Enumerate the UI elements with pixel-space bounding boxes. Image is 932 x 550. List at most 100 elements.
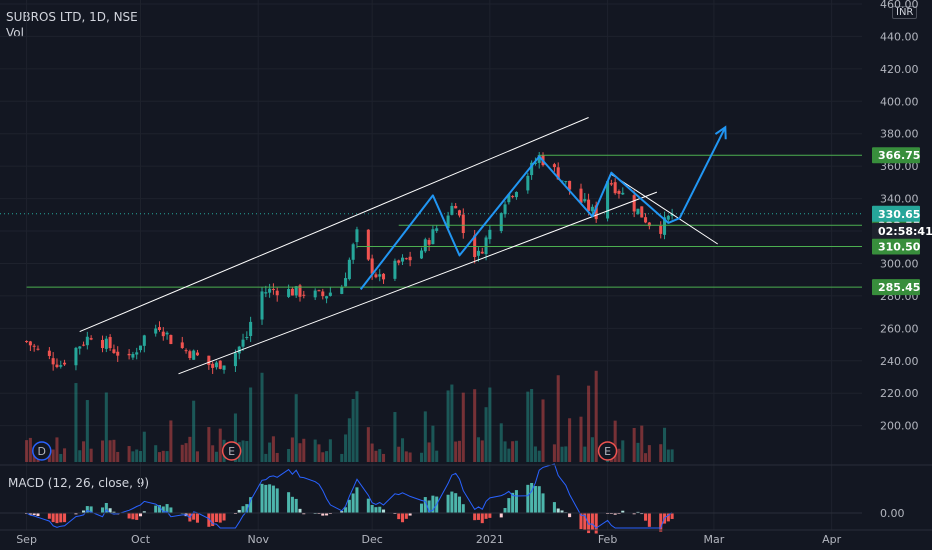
candle-body: [233, 353, 237, 367]
macd-histogram-bar: [157, 505, 162, 513]
macd-histogram-bar: [499, 513, 503, 518]
level-price-tag-bg: [872, 279, 920, 296]
candle-body: [51, 358, 55, 365]
volume-bar: [663, 427, 667, 462]
macd-histogram-bar: [431, 495, 435, 513]
macd-histogram-bar: [484, 513, 488, 519]
volume-bar: [218, 428, 222, 462]
macd-histogram-bar: [63, 513, 67, 523]
current-price-tag: 330.65: [878, 208, 920, 221]
candle-body: [526, 175, 530, 191]
macd-histogram-bar: [583, 513, 587, 530]
macd-histogram-bar: [556, 508, 560, 513]
volume-bar: [560, 446, 564, 462]
candle-body: [568, 180, 572, 190]
volume-bar: [366, 427, 370, 462]
macd-histogram-bar: [207, 513, 211, 527]
volume-bar: [138, 451, 143, 462]
volume-bar: [644, 453, 648, 462]
candle-body: [294, 286, 298, 296]
volume-bar: [264, 453, 268, 462]
volume-bar: [28, 437, 32, 462]
macd-histogram-bar: [138, 513, 143, 517]
candle-body: [366, 229, 370, 260]
candle-body: [659, 225, 663, 234]
macd-histogram-bar: [621, 510, 625, 513]
macd-histogram-bar: [560, 510, 564, 513]
candle-body: [636, 208, 640, 214]
volume-bar: [287, 448, 291, 462]
current-price-tag-bg: [872, 205, 920, 222]
macd-histogram-bar: [480, 513, 484, 524]
candle-body: [245, 337, 249, 339]
candle-body: [480, 251, 484, 254]
macd-histogram-bar: [51, 513, 55, 523]
volume-bar: [480, 440, 484, 462]
macd-histogram-bar: [533, 485, 537, 513]
volume-bar: [647, 445, 651, 462]
event-marker-label: E: [604, 445, 611, 458]
volume-bar: [427, 442, 431, 462]
volume-bar: [154, 445, 158, 462]
candle-body: [63, 362, 67, 365]
macd-histogram-bar: [640, 513, 644, 515]
candle-body: [647, 222, 651, 227]
volume-bar: [112, 439, 116, 462]
candle-body: [116, 351, 120, 356]
volume-bar: [401, 438, 405, 462]
macd-histogram-bar: [568, 513, 572, 518]
candle-body: [317, 290, 321, 292]
candle-body: [613, 182, 617, 194]
macd-histogram-bar: [32, 513, 36, 516]
macd-histogram-bar: [636, 511, 640, 513]
volume-bar: [579, 416, 583, 462]
candle-body: [397, 260, 401, 263]
candle-body: [351, 244, 355, 260]
macd-histogram-bar: [366, 498, 370, 513]
macd-histogram-bar: [195, 513, 199, 523]
macd-histogram-bar: [454, 493, 458, 513]
volume-bar: [556, 375, 560, 462]
volume-bar: [537, 450, 541, 462]
volume-bar: [214, 451, 218, 462]
candle-body: [499, 213, 503, 232]
macd-histogram-bar: [514, 490, 518, 513]
macd-histogram-bar: [666, 513, 670, 522]
macd-histogram-bar: [461, 504, 465, 513]
candle-body: [617, 190, 621, 194]
candle-body: [157, 327, 162, 330]
candle-body: [142, 335, 146, 346]
macd-histogram-bar: [85, 506, 89, 513]
volume-bar: [89, 448, 93, 462]
macd-histogram-bar: [530, 483, 534, 513]
volume-bar: [488, 387, 492, 462]
volume-bar: [594, 370, 598, 462]
macd-histogram-bar: [541, 493, 545, 513]
candle-body: [427, 240, 431, 245]
volume-bar: [419, 452, 424, 462]
macd-histogram-bar: [290, 496, 294, 513]
candle-body: [507, 194, 511, 203]
volume-bar: [408, 452, 412, 462]
candle-body: [154, 328, 158, 334]
volume-bar: [347, 418, 351, 462]
candle-body: [321, 291, 325, 297]
macd-histogram-bar: [526, 484, 530, 513]
volume-bar: [507, 448, 511, 462]
volume-bar: [104, 392, 108, 462]
volume-bar: [328, 439, 332, 462]
level-price-tag: 366.75: [878, 149, 920, 162]
macd-histogram-bar: [237, 509, 241, 513]
candle-body: [328, 292, 332, 296]
candle-body: [370, 258, 374, 274]
candle-body: [131, 354, 135, 358]
time-tick-label: Apr: [822, 533, 842, 546]
macd-histogram-bar: [154, 505, 158, 513]
volume-bar: [260, 372, 264, 462]
price-levels: [0, 154, 862, 288]
currency-badge[interactable]: INR: [892, 6, 918, 19]
volume-bar: [382, 453, 386, 462]
macd-histogram-bar: [294, 498, 298, 513]
candle-body: [237, 346, 241, 354]
